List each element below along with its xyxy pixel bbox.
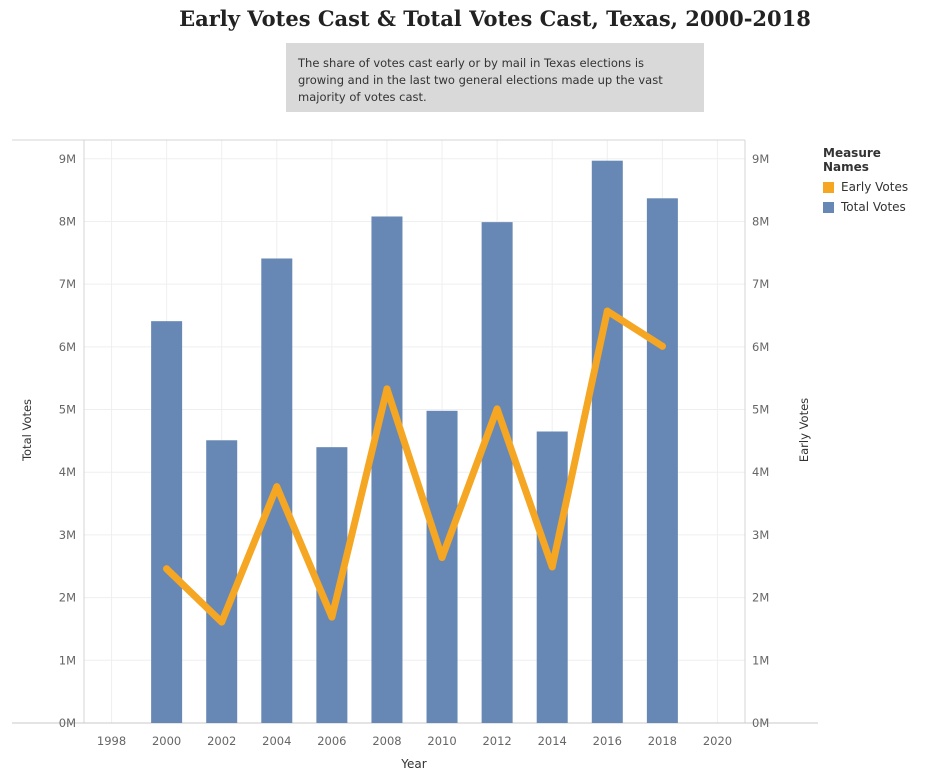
- point-early-votes: [273, 483, 281, 491]
- y-tick-label-left: 8M: [59, 214, 76, 228]
- chart-title: Early Votes Cast & Total Votes Cast, Tex…: [179, 6, 811, 31]
- y-axis-label-left: Total Votes: [20, 399, 34, 462]
- legend-swatch-total-votes: [823, 201, 834, 213]
- y-tick-label-left: 1M: [59, 653, 76, 667]
- bar-total-votes: [591, 160, 623, 723]
- legend-label-total-votes: Total Votes: [841, 200, 906, 214]
- plot-frame: [12, 139, 818, 724]
- x-axis-label: Year: [400, 757, 426, 771]
- x-tick-label: 2006: [317, 734, 346, 748]
- y-axis-left: 0M 1M 2M 3M 4M 5M 6M 7M 8M 9M: [59, 152, 76, 730]
- y-tick-label-left: 5M: [59, 403, 76, 417]
- y-tick-label-right: 2M: [752, 591, 769, 605]
- point-early-votes: [438, 554, 446, 562]
- bar-total-votes: [481, 222, 513, 723]
- x-tick-label: 2000: [152, 734, 181, 748]
- x-tick-label: 1998: [97, 734, 126, 748]
- point-early-votes: [658, 342, 666, 350]
- y-tick-label-right: 4M: [752, 465, 769, 479]
- y-tick-label-left: 9M: [59, 152, 76, 166]
- y-tick-label-right: 3M: [752, 528, 769, 542]
- bars-total-votes: [151, 160, 678, 724]
- bar-total-votes: [646, 198, 678, 724]
- y-tick-label-right: 9M: [752, 152, 769, 166]
- y-tick-label-left: 0M: [59, 716, 76, 730]
- y-tick-label-right: 1M: [752, 653, 769, 667]
- point-early-votes: [328, 613, 336, 621]
- legend-item-early-votes[interactable]: Early Votes: [823, 177, 928, 197]
- x-tick-label: 2010: [427, 734, 456, 748]
- bar-total-votes: [206, 440, 238, 723]
- y-tick-label-left: 4M: [59, 465, 76, 479]
- x-tick-label: 2008: [372, 734, 401, 748]
- y-tick-label-right: 0M: [752, 716, 769, 730]
- point-early-votes: [383, 385, 391, 393]
- x-tick-label: 2018: [648, 734, 677, 748]
- y-tick-label-left: 6M: [59, 340, 76, 354]
- x-tick-label: 2016: [593, 734, 622, 748]
- bar-total-votes: [151, 321, 183, 723]
- y-tick-label-right: 7M: [752, 277, 769, 291]
- bar-total-votes: [536, 431, 568, 723]
- x-tick-label: 2014: [538, 734, 567, 748]
- legend[interactable]: Measure Names Early Votes Total Votes: [823, 146, 928, 217]
- y-axis-label-right: Early Votes: [797, 398, 811, 462]
- line-early-votes: [163, 307, 666, 626]
- y-axis-right: 0M 1M 2M 3M 4M 5M 6M 7M 8M 9M: [752, 152, 769, 730]
- legend-swatch-early-votes: [823, 181, 834, 193]
- x-tick-label: 2002: [207, 734, 236, 748]
- y-tick-label-left: 7M: [59, 277, 76, 291]
- legend-item-total-votes[interactable]: Total Votes: [823, 197, 928, 217]
- y-tick-label-right: 8M: [752, 214, 769, 228]
- point-early-votes: [548, 563, 556, 571]
- point-early-votes: [493, 405, 501, 413]
- x-tick-label: 2004: [262, 734, 291, 748]
- legend-label-early-votes: Early Votes: [841, 180, 909, 194]
- y-tick-label-right: 5M: [752, 403, 769, 417]
- bar-total-votes: [426, 410, 458, 723]
- legend-title: Measure Names: [823, 146, 881, 174]
- gridlines: [84, 140, 745, 723]
- line-path-early-votes: [163, 307, 666, 626]
- point-early-votes: [218, 618, 226, 626]
- point-early-votes: [163, 565, 171, 573]
- y-tick-label-right: 6M: [752, 340, 769, 354]
- annotation-box: The share of votes cast early or by mail…: [286, 43, 704, 112]
- bar-total-votes: [371, 216, 403, 724]
- x-tick-label: 2012: [482, 734, 511, 748]
- x-tick-label: 2020: [703, 734, 732, 748]
- x-axis: 1998 2000 2002 2004 2006 2008 2010 2012 2014 2016…: [97, 734, 732, 748]
- point-early-votes: [603, 307, 611, 315]
- y-tick-label-left: 3M: [59, 528, 76, 542]
- y-tick-label-left: 2M: [59, 591, 76, 605]
